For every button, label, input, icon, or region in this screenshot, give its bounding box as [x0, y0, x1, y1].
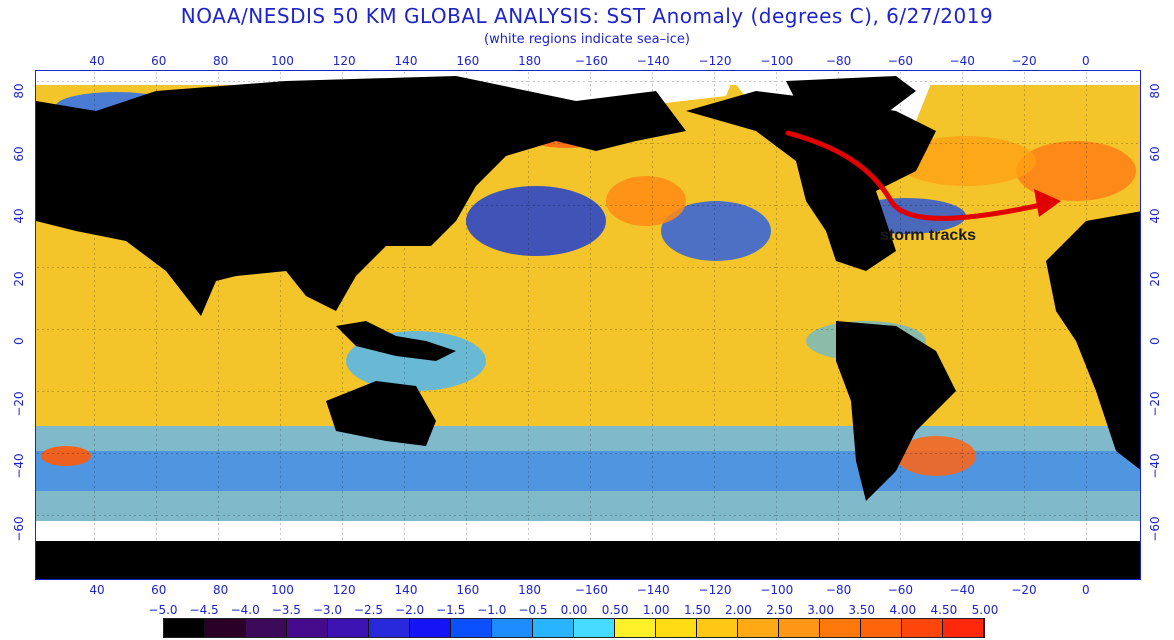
- latitude-tick-label: −60: [1148, 515, 1162, 542]
- color-scale-bar: [163, 618, 985, 638]
- longitude-tick-label: −80: [825, 54, 852, 68]
- color-scale-swatch: [738, 619, 779, 637]
- color-scale-swatch: [779, 619, 820, 637]
- sst-anomaly-map: [35, 70, 1141, 580]
- color-scale-swatch: [656, 619, 697, 637]
- longitude-tick-label: 180: [518, 54, 542, 68]
- color-scale-label: 3.00: [807, 603, 834, 617]
- latitude-tick-label: 80: [1148, 83, 1162, 99]
- longitude-tick-label: 40: [89, 583, 105, 597]
- longitude-tick-label: 80: [212, 54, 229, 68]
- color-scale-label: −3.0: [312, 603, 342, 617]
- longitude-tick-label: 100: [270, 583, 294, 597]
- color-scale-swatch: [164, 619, 205, 637]
- longitude-tick-label: −140: [636, 583, 670, 597]
- color-scale-swatch: [820, 619, 861, 637]
- color-scale-label: −4.5: [189, 603, 219, 617]
- color-scale-swatch: [861, 619, 902, 637]
- color-scale-label: 2.50: [766, 603, 793, 617]
- color-scale-label: −4.0: [230, 603, 260, 617]
- longitude-tick-label: −40: [949, 54, 975, 68]
- longitude-tick-label: −140: [636, 54, 670, 68]
- latitude-tick-label: 40: [12, 208, 26, 224]
- storm-tracks-annotation: storm tracks: [880, 227, 977, 244]
- color-scale-swatch: [615, 619, 656, 637]
- longitude-tick-label: −160: [574, 583, 608, 597]
- color-scale-label: 2.00: [725, 603, 752, 617]
- color-scale-swatch: [205, 619, 246, 637]
- latitude-tick-label: 60: [12, 145, 26, 162]
- latitude-tick-label: 80: [12, 83, 26, 99]
- color-scale-label: −1.5: [436, 603, 466, 617]
- longitude-tick-label: −60: [887, 54, 914, 68]
- color-scale-swatch: [533, 619, 574, 637]
- color-scale-swatch: [697, 619, 738, 637]
- map-subtitle: (white regions indicate sea–ice): [484, 32, 690, 47]
- longitude-tick-label: −40: [949, 583, 975, 597]
- longitude-tick-label: −100: [760, 54, 794, 68]
- longitude-tick-label: 60: [151, 54, 167, 68]
- color-scale-label: −3.5: [271, 603, 301, 617]
- longitude-tick-label: 0: [1081, 583, 1090, 597]
- map-graphic: [36, 71, 1140, 579]
- color-scale-label: −2.5: [353, 603, 384, 617]
- color-scale-swatch: [902, 619, 943, 637]
- color-scale-label: −0.5: [518, 603, 548, 617]
- longitude-tick-label: 140: [394, 54, 418, 68]
- color-scale-label: 0.50: [601, 603, 629, 617]
- color-scale-swatch: [369, 619, 410, 637]
- longitude-tick-label: 60: [151, 583, 167, 597]
- color-scale-swatch: [492, 619, 533, 637]
- longitude-tick-label: −20: [1011, 583, 1037, 597]
- color-scale-swatch: [287, 619, 328, 637]
- latitude-tick-label: 0: [1148, 337, 1162, 345]
- longitude-tick-label: 0: [1081, 54, 1090, 68]
- color-scale-label: 0.00: [560, 603, 588, 617]
- latitude-tick-label: 20: [12, 270, 26, 287]
- longitude-tick-label: 120: [332, 54, 356, 68]
- latitude-tick-label: −40: [1148, 453, 1162, 479]
- latitude-tick-label: 0: [12, 337, 26, 345]
- longitude-tick-label: −120: [698, 583, 732, 597]
- longitude-tick-label: 140: [394, 583, 418, 597]
- longitude-tick-label: −60: [887, 583, 914, 597]
- color-scale-label: 1.50: [683, 603, 711, 617]
- color-scale-label: 5.00: [971, 603, 999, 617]
- longitude-tick-label: −80: [825, 583, 852, 597]
- map-title: NOAA/NESDIS 50 KM GLOBAL ANALYSIS: SST A…: [180, 4, 994, 28]
- latitude-tick-label: −20: [12, 390, 26, 417]
- color-scale-swatch: [943, 619, 984, 637]
- color-scale-label: −2.0: [395, 603, 425, 617]
- longitude-tick-label: −160: [574, 54, 608, 68]
- longitude-tick-label: 180: [518, 583, 542, 597]
- latitude-tick-label: 60: [1148, 145, 1162, 162]
- latitude-tick-label: −20: [1148, 390, 1162, 417]
- color-scale-label: −1.0: [477, 603, 507, 617]
- latitude-tick-label: 40: [1148, 208, 1162, 224]
- color-scale-label: 3.50: [848, 603, 876, 617]
- color-scale-swatch: [246, 619, 287, 637]
- color-scale-swatch: [410, 619, 451, 637]
- longitude-tick-label: −20: [1011, 54, 1037, 68]
- color-scale-label: 4.00: [889, 603, 917, 617]
- longitude-tick-label: 160: [456, 54, 480, 68]
- longitude-tick-label: 80: [212, 583, 229, 597]
- storm-track-arrow: [785, 130, 1061, 221]
- color-scale-swatch: [574, 619, 615, 637]
- color-scale-label: −5.0: [148, 603, 178, 617]
- longitude-tick-label: 120: [332, 583, 356, 597]
- longitude-tick-label: 160: [456, 583, 480, 597]
- longitude-tick-label: −100: [760, 583, 794, 597]
- color-scale-swatch: [328, 619, 369, 637]
- graticule: [36, 71, 1140, 579]
- longitude-tick-label: 40: [89, 54, 105, 68]
- longitude-tick-label: 100: [270, 54, 294, 68]
- color-scale-swatch: [451, 619, 492, 637]
- latitude-tick-label: −60: [12, 515, 26, 542]
- color-scale-label: 1.00: [642, 603, 670, 617]
- latitude-tick-label: −40: [12, 453, 26, 479]
- latitude-tick-label: 20: [1148, 270, 1162, 287]
- longitude-tick-label: −120: [698, 54, 732, 68]
- color-scale-label: 4.50: [930, 603, 958, 617]
